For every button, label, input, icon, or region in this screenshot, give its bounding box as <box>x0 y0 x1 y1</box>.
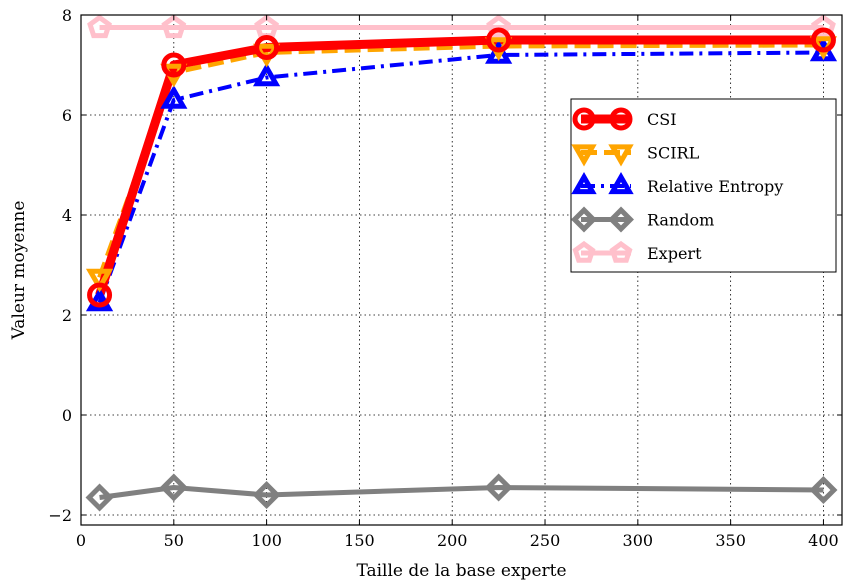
data-point-expert <box>810 14 836 39</box>
data-point-relative-entropy <box>485 39 513 64</box>
y-tick-label: 6 <box>62 106 72 125</box>
data-point-csi <box>87 282 113 308</box>
data-point-csi <box>810 27 836 53</box>
data-point-random <box>85 483 114 512</box>
x-tick-label: 200 <box>437 531 468 550</box>
legend-label-scirl: SCIRL <box>647 144 700 163</box>
data-point-expert <box>486 14 512 39</box>
plot-frame <box>80 14 843 526</box>
x-tick-label: 0 <box>76 531 86 550</box>
legend-marker-random <box>608 206 634 233</box>
data-point-expert <box>161 14 187 39</box>
legend: CSI SCIRL Relative Entropy Random Expert <box>570 98 837 273</box>
y-tick-label: 4 <box>62 206 72 225</box>
series-line-random <box>99 485 824 500</box>
y-tick-label: 2 <box>62 306 72 325</box>
x-tick-label: 400 <box>808 531 839 550</box>
x-axis-title: Taille de la base experte <box>356 561 566 581</box>
x-tick-label: 50 <box>164 531 184 550</box>
series-line-relative-entropy <box>97 50 824 304</box>
data-point-random <box>484 473 513 502</box>
series-markers <box>85 14 838 512</box>
legend-marker-scirl <box>571 144 597 167</box>
data-point-scirl <box>85 268 114 293</box>
y-tick-label: 0 <box>62 406 72 425</box>
data-point-relative-entropy <box>252 62 281 87</box>
legend-marker-expert <box>609 240 633 263</box>
x-tick-label: 150 <box>344 531 375 550</box>
data-point-relative-entropy <box>85 287 114 312</box>
data-point-csi <box>161 52 187 78</box>
legend-label-relative-entropy: Relative Entropy <box>647 177 783 196</box>
data-point-relative-entropy <box>160 84 188 109</box>
x-tick-label: 250 <box>530 531 561 550</box>
legend-marker-relative-entropy <box>571 171 597 195</box>
data-point-random <box>159 473 188 502</box>
legend-marker-csi <box>609 107 633 131</box>
y-axis-title: Valeur moyenne <box>9 201 29 341</box>
y-tick-label: −2 <box>48 506 72 525</box>
data-point-csi <box>486 27 512 53</box>
legend-marker-csi <box>572 107 596 131</box>
legend-label-random: Random <box>647 211 714 230</box>
data-point-random <box>252 480 281 510</box>
data-point-random <box>809 475 838 505</box>
x-tick-label: 300 <box>623 531 654 550</box>
legend-marker-expert <box>572 240 596 263</box>
legend-marker-scirl <box>608 144 634 167</box>
y-tick-label: 8 <box>62 6 72 25</box>
legend-marker-random <box>571 206 597 233</box>
legend-label-csi: CSI <box>647 110 677 129</box>
legend-label-expert: Expert <box>647 244 702 263</box>
data-point-expert <box>87 14 113 39</box>
data-point-csi <box>254 35 280 60</box>
x-axis: 0 50 100 150 200 250 300 350 400 <box>76 15 839 550</box>
legend-marker-relative-entropy <box>608 171 634 195</box>
y-axis: −2 0 2 4 6 8 <box>48 6 842 525</box>
x-tick-label: 350 <box>715 531 746 550</box>
x-tick-label: 100 <box>251 531 282 550</box>
